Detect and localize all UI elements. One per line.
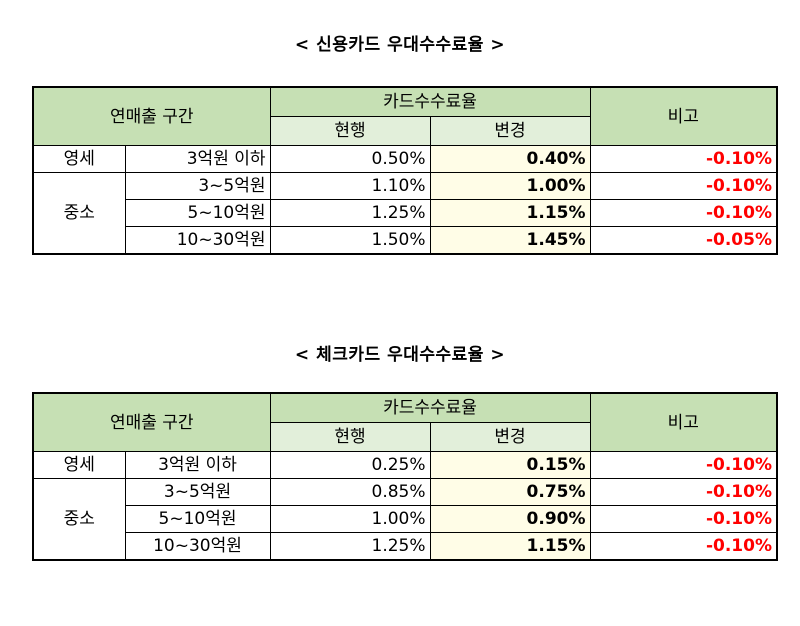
table-row: 5~10억원 1.25% 1.15% -0.10% — [33, 199, 778, 227]
changed-rate-cell: 0.40% — [429, 145, 591, 173]
header-card-fee-rate: 카드수수료율 — [269, 86, 591, 117]
note-cell: -0.10% — [589, 505, 778, 533]
current-rate-cell: 1.00% — [269, 505, 431, 533]
group-label-small: 영세 — [32, 145, 126, 173]
header-current: 현행 — [269, 116, 431, 146]
header-current: 현행 — [269, 422, 431, 452]
note-cell: -0.10% — [589, 532, 778, 561]
changed-rate-cell: 1.45% — [429, 226, 591, 255]
current-rate-cell: 1.10% — [269, 172, 431, 200]
check-card-section-title: < 체크카드 우대수수료율 > — [294, 345, 506, 365]
current-rate-cell: 0.85% — [269, 478, 431, 506]
credit-card-fee-table: 연매출 구간 카드수수료율 비고 현행 변경 영세 3억원 이하 0.50% 0… — [32, 86, 779, 255]
changed-rate-cell: 0.75% — [429, 478, 591, 506]
group-label-small: 영세 — [32, 451, 126, 479]
current-rate-cell: 1.50% — [269, 226, 431, 255]
range-cell: 5~10억원 — [124, 199, 271, 227]
table-row: 중소 3~5억원 1.10% 1.00% -0.10% — [32, 172, 778, 255]
changed-rate-cell: 1.15% — [429, 199, 591, 227]
current-rate-cell: 0.50% — [269, 145, 431, 173]
table-row: 10~30억원 1.50% 1.45% -0.05% — [33, 226, 778, 255]
table-row: 10~30억원 1.25% 1.15% -0.10% — [33, 532, 778, 561]
note-cell: -0.10% — [589, 172, 778, 200]
header-sales-range: 연매출 구간 — [32, 86, 271, 146]
current-rate-cell: 1.25% — [269, 199, 431, 227]
changed-rate-cell: 1.15% — [429, 532, 591, 561]
header-note: 비고 — [589, 392, 778, 452]
current-rate-cell: 1.25% — [269, 532, 431, 561]
current-rate-cell: 0.25% — [269, 451, 431, 479]
table-row: 영세 3억원 이하 0.50% 0.40% -0.10% — [32, 145, 778, 173]
range-cell: 3억원 이하 — [124, 145, 271, 173]
group-label-mid: 중소 — [32, 478, 126, 561]
header-card-fee-rate: 카드수수료율 — [269, 392, 591, 423]
changed-rate-cell: 1.00% — [429, 172, 591, 200]
table-row: 5~10억원 1.00% 0.90% -0.10% — [33, 505, 778, 533]
range-cell: 3~5억원 — [124, 478, 271, 506]
group-label-mid: 중소 — [32, 172, 126, 255]
header-note: 비고 — [589, 86, 778, 146]
header-changed: 변경 — [429, 116, 591, 146]
range-cell: 5~10억원 — [124, 505, 271, 533]
check-card-fee-table: 연매출 구간 카드수수료율 비고 현행 변경 영세 3억원 이하 0.25% 0… — [32, 392, 779, 561]
range-cell: 3억원 이하 — [124, 451, 271, 479]
range-cell: 10~30억원 — [124, 226, 271, 255]
range-cell: 3~5억원 — [124, 172, 271, 200]
changed-rate-cell: 0.15% — [429, 451, 591, 479]
table-row: 중소 3~5억원 0.85% 0.75% -0.10% — [32, 478, 778, 561]
note-cell: -0.10% — [589, 451, 778, 479]
note-cell: -0.10% — [589, 199, 778, 227]
note-cell: -0.10% — [589, 145, 778, 173]
range-cell: 10~30억원 — [124, 532, 271, 561]
header-sales-range: 연매출 구간 — [32, 392, 271, 452]
note-cell: -0.05% — [589, 226, 778, 255]
credit-card-section-title: < 신용카드 우대수수료율 > — [294, 35, 506, 55]
header-changed: 변경 — [429, 422, 591, 452]
table-row: 영세 3억원 이하 0.25% 0.15% -0.10% — [32, 451, 778, 479]
changed-rate-cell: 0.90% — [429, 505, 591, 533]
note-cell: -0.10% — [589, 478, 778, 506]
